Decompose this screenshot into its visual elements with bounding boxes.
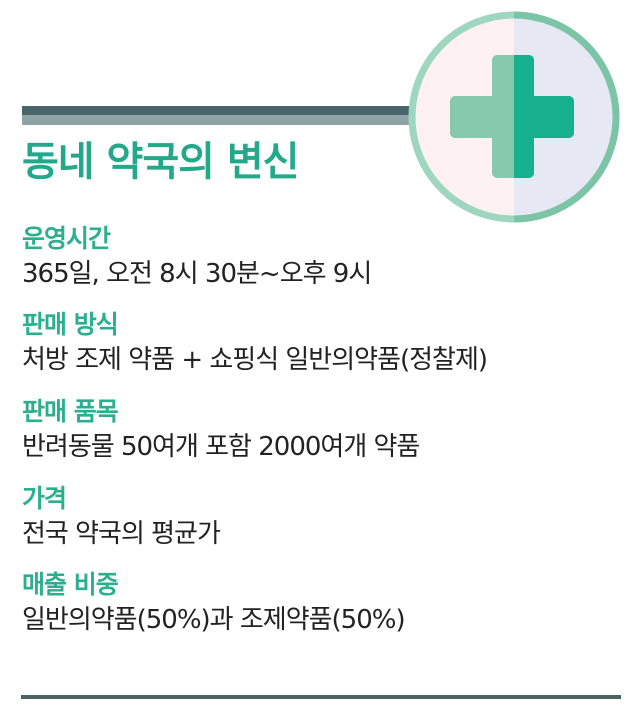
section-body: 반려동물 50여개 포함 2000여개 약품	[22, 432, 420, 462]
section-heading: 가격	[22, 484, 67, 513]
section-body: 처방 조제 약품 + 쇼핑식 일반의약품(정찰제)	[22, 345, 488, 375]
header-bar-shadow	[22, 115, 412, 125]
section-body: 전국 약국의 평균가	[22, 519, 221, 549]
footer-divider	[21, 695, 621, 699]
section-heading: 판매 품목	[22, 397, 119, 426]
section-heading: 판매 방식	[22, 310, 119, 339]
section-sales-method: 판매 방식 처방 조제 약품 + 쇼핑식 일반의약품(정찰제)	[22, 308, 488, 378]
section-heading: 매출 비중	[22, 570, 119, 599]
pharmacy-cross-icon	[408, 11, 620, 223]
section-heading: 운영시간	[22, 224, 111, 253]
section-sales-share: 매출 비중 일반의약품(50%)과 조제약품(50%)	[22, 568, 406, 638]
section-body: 365일, 오전 8시 30분~오후 9시	[22, 259, 372, 289]
section-price: 가격 전국 약국의 평균가	[22, 482, 221, 552]
section-items: 판매 품목 반려동물 50여개 포함 2000여개 약품	[22, 395, 420, 465]
section-hours: 운영시간 365일, 오전 8시 30분~오후 9시	[22, 222, 372, 292]
section-body: 일반의약품(50%)과 조제약품(50%)	[22, 605, 406, 635]
page-title: 동네 약국의 변신	[22, 139, 299, 185]
header-bar	[22, 106, 412, 115]
